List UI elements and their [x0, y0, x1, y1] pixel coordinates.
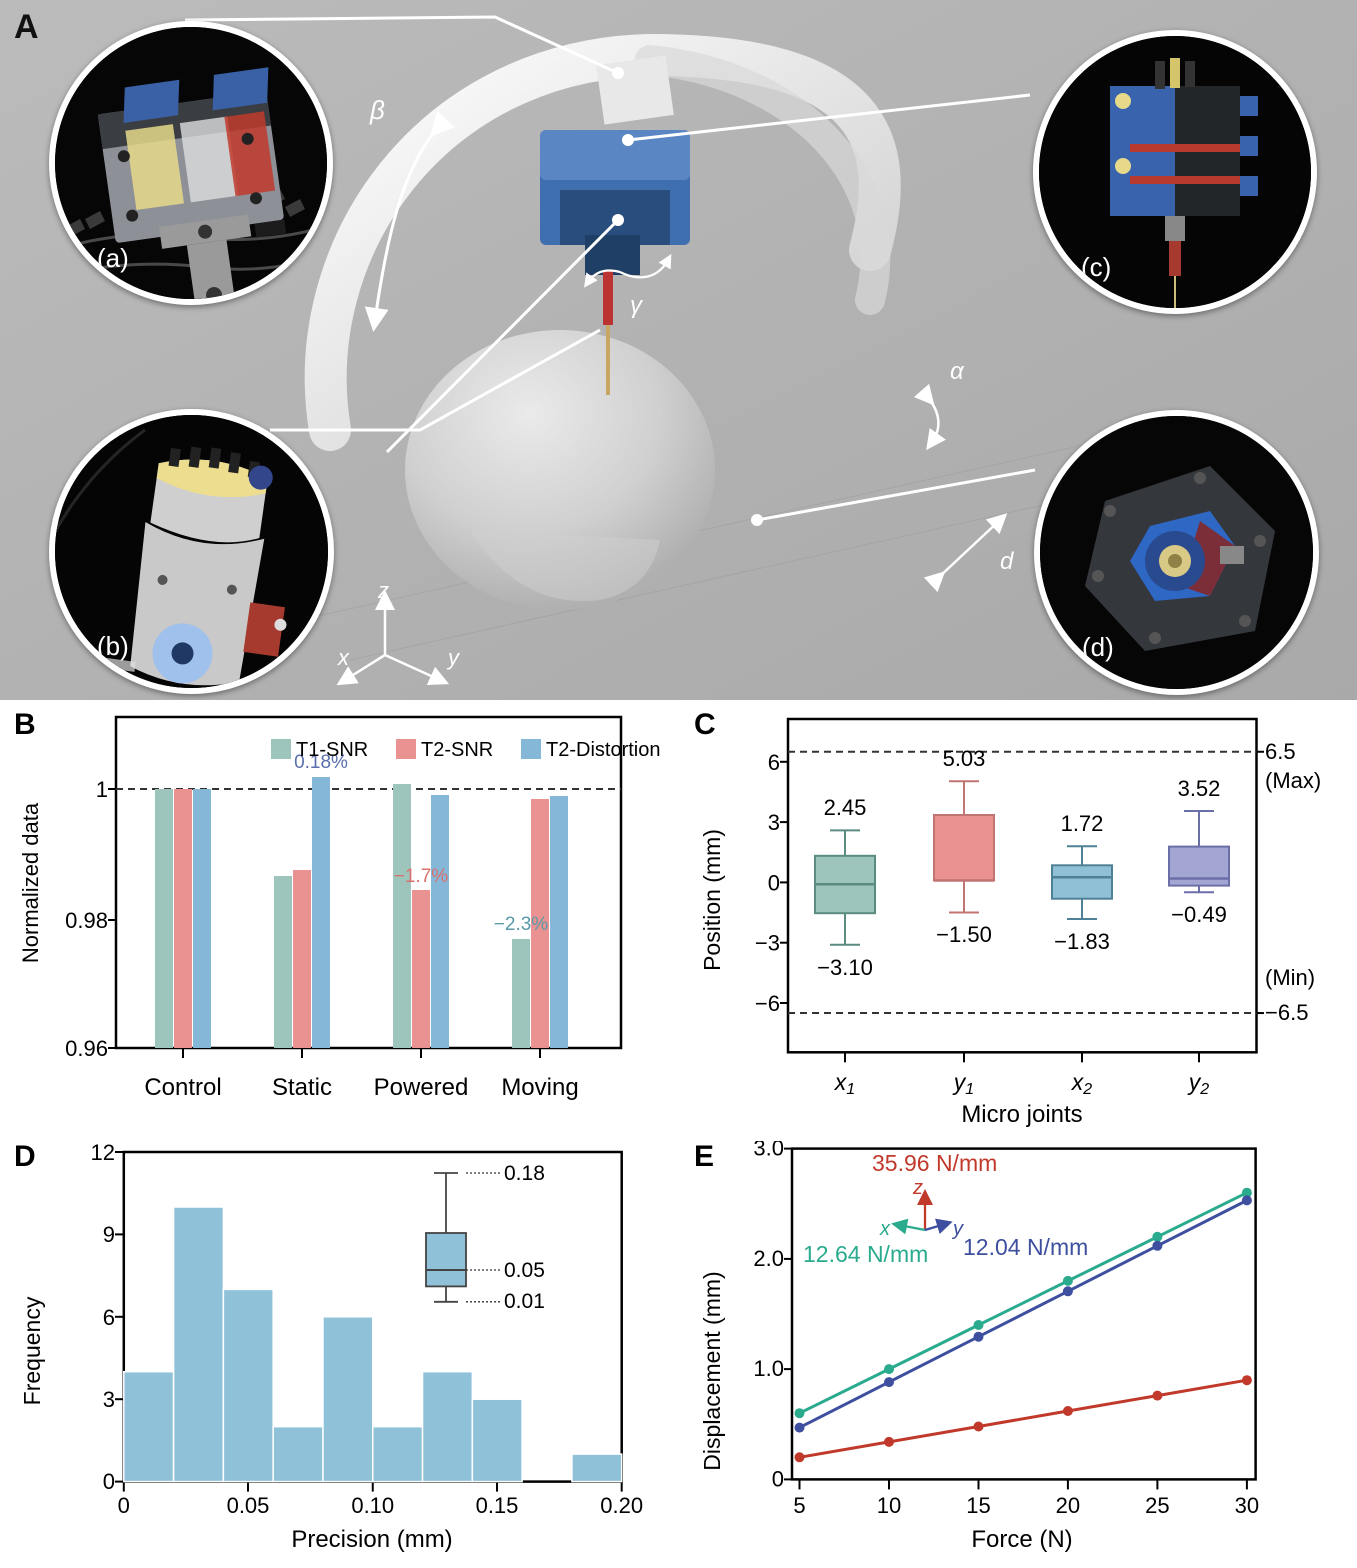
svg-text:Displacement (mm): Displacement (mm)	[699, 1271, 725, 1470]
svg-text:Position (mm): Position (mm)	[699, 829, 725, 971]
svg-text:y: y	[951, 1218, 964, 1240]
svg-text:12.64 N/mm: 12.64 N/mm	[803, 1241, 928, 1267]
svg-text:Control: Control	[144, 1074, 221, 1101]
svg-text:5.03: 5.03	[943, 746, 986, 771]
svg-text:T1-SNR: T1-SNR	[296, 739, 368, 761]
svg-text:0.98: 0.98	[65, 908, 108, 933]
svg-text:(d): (d)	[1082, 632, 1114, 662]
svg-text:9: 9	[103, 1222, 115, 1247]
svg-text:0: 0	[103, 1469, 115, 1494]
svg-text:0.96: 0.96	[65, 1036, 108, 1061]
svg-text:5: 5	[793, 1493, 805, 1518]
svg-text:0.01: 0.01	[504, 1290, 545, 1313]
svg-text:1.72: 1.72	[1061, 811, 1104, 836]
svg-text:−3.10: −3.10	[817, 955, 873, 980]
svg-text:T2-SNR: T2-SNR	[421, 739, 493, 761]
svg-text:6.5: 6.5	[1265, 739, 1296, 764]
svg-text:2.0: 2.0	[753, 1246, 784, 1271]
svg-text:(c): (c)	[1081, 252, 1111, 282]
svg-text:Normalized data: Normalized data	[18, 802, 43, 963]
svg-text:1.0: 1.0	[753, 1356, 784, 1381]
svg-text:−1.50: −1.50	[936, 922, 992, 947]
svg-text:3: 3	[768, 810, 780, 835]
svg-text:3.52: 3.52	[1178, 776, 1221, 801]
svg-text:Micro joints: Micro joints	[961, 1101, 1082, 1128]
svg-text:−0.49: −0.49	[1171, 902, 1227, 927]
svg-text:0: 0	[772, 1466, 784, 1491]
svg-text:−1.7%: −1.7%	[394, 866, 449, 887]
svg-text:25: 25	[1145, 1493, 1169, 1518]
svg-text:0.10: 0.10	[351, 1493, 394, 1518]
svg-text:(Max): (Max)	[1265, 768, 1321, 793]
svg-text:0.05: 0.05	[227, 1493, 270, 1518]
svg-text:x: x	[879, 1218, 891, 1240]
svg-text:35.96 N/mm: 35.96 N/mm	[872, 1150, 997, 1176]
svg-text:0.18: 0.18	[504, 1162, 545, 1185]
svg-text:0.20: 0.20	[600, 1493, 643, 1518]
svg-text:−6.5: −6.5	[1265, 1000, 1308, 1025]
svg-text:0.05: 0.05	[504, 1259, 545, 1282]
svg-text:−2.3%: −2.3%	[494, 914, 549, 935]
svg-text:(Min): (Min)	[1265, 965, 1315, 990]
svg-text:6: 6	[103, 1305, 115, 1330]
svg-text:3: 3	[103, 1387, 115, 1412]
svg-text:(a): (a)	[97, 243, 129, 273]
svg-text:T2-Distortion: T2-Distortion	[546, 739, 660, 761]
svg-text:15: 15	[966, 1493, 990, 1518]
svg-text:0: 0	[768, 870, 780, 895]
svg-text:Precision (mm): Precision (mm)	[291, 1526, 452, 1553]
svg-text:30: 30	[1235, 1493, 1259, 1518]
svg-text:0.15: 0.15	[476, 1493, 519, 1518]
svg-text:−1.83: −1.83	[1054, 929, 1110, 954]
svg-text:2.45: 2.45	[824, 795, 867, 820]
svg-text:−3: −3	[755, 931, 780, 956]
svg-text:12: 12	[91, 1141, 115, 1165]
svg-text:y2: y2	[1187, 1069, 1210, 1098]
svg-text:Static: Static	[272, 1074, 332, 1101]
svg-text:(b): (b)	[97, 631, 129, 661]
svg-text:Frequency: Frequency	[19, 1296, 45, 1405]
svg-text:−6: −6	[755, 991, 780, 1016]
svg-text:x2: x2	[1071, 1069, 1093, 1098]
svg-text:20: 20	[1056, 1493, 1080, 1518]
svg-text:Moving: Moving	[501, 1074, 578, 1101]
svg-text:3.0: 3.0	[753, 1141, 784, 1161]
svg-text:Force (N): Force (N)	[971, 1526, 1072, 1553]
svg-text:12.04 N/mm: 12.04 N/mm	[963, 1234, 1088, 1260]
svg-text:6: 6	[768, 750, 780, 775]
svg-text:z: z	[912, 1177, 923, 1199]
svg-text:0: 0	[118, 1493, 130, 1518]
svg-text:Powered: Powered	[374, 1074, 469, 1101]
svg-text:10: 10	[877, 1493, 901, 1518]
svg-text:1: 1	[96, 777, 108, 802]
svg-text:y1: y1	[952, 1069, 974, 1098]
svg-text:x1: x1	[834, 1069, 855, 1098]
